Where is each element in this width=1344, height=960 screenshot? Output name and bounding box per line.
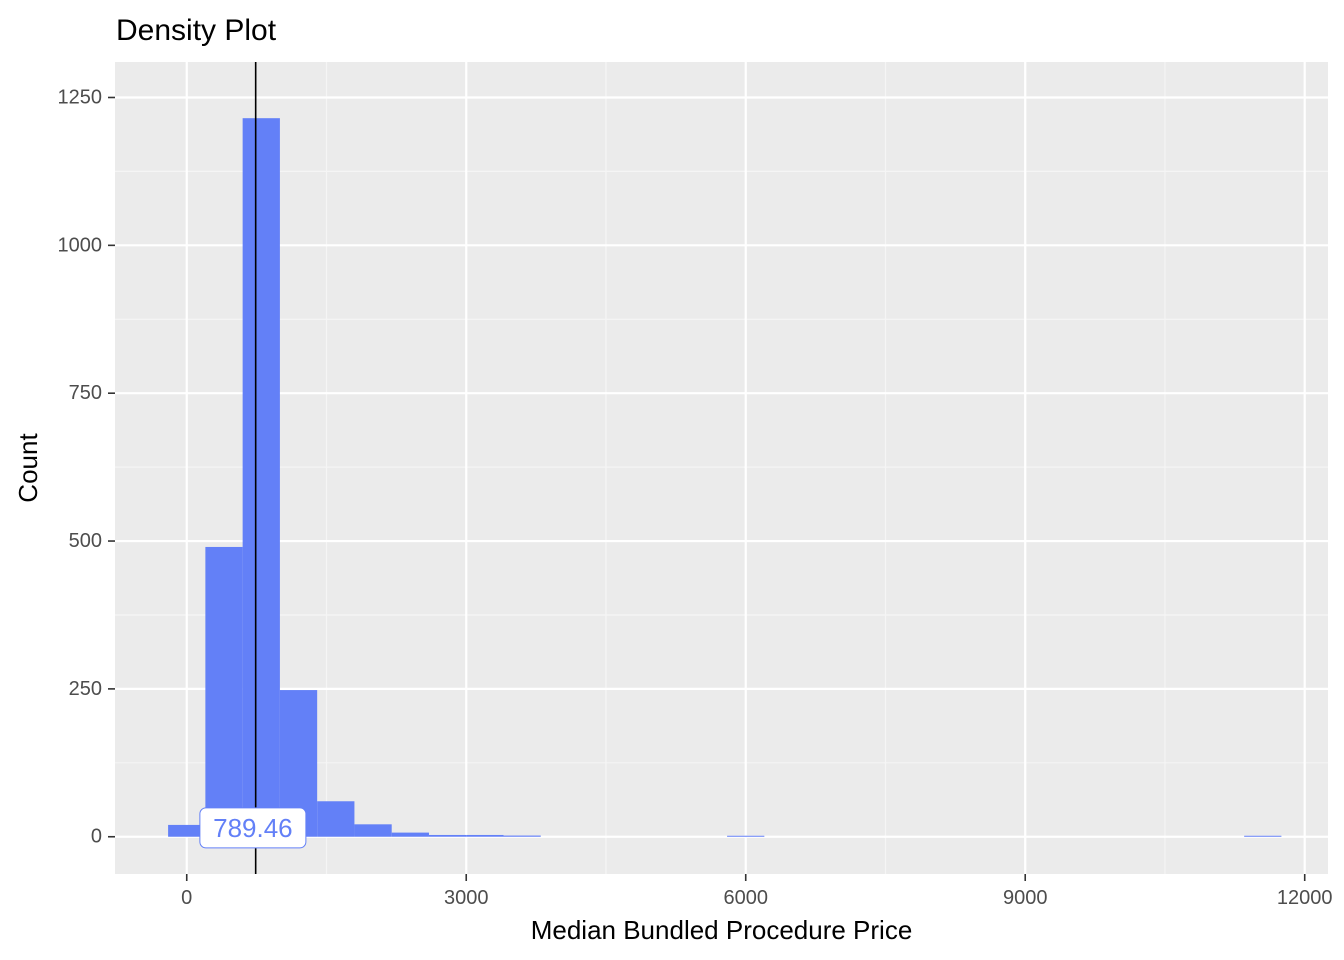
x-axis-tick-label: 0: [181, 887, 192, 909]
x-axis-tick-label: 9000: [1003, 887, 1048, 909]
x-axis-ticks: 0 3000 6000 9000 12000: [181, 874, 1333, 909]
histogram-bar: [466, 834, 504, 837]
y-axis-title: Count: [13, 433, 43, 503]
x-axis-tick-label: 12000: [1277, 887, 1333, 909]
x-axis-title: Median Bundled Procedure Price: [531, 915, 913, 945]
histogram-bar: [391, 832, 429, 837]
annotation-label: 789.46: [199, 807, 307, 849]
y-axis-tick-label: 0: [91, 826, 102, 848]
y-axis-tick-label: 1000: [58, 234, 103, 256]
y-axis-tick-label: 1250: [58, 86, 103, 108]
y-axis-tick-label: 500: [69, 530, 102, 552]
histogram-bar: [1244, 835, 1282, 837]
histogram-bar: [168, 824, 206, 837]
annotation-box: [199, 807, 307, 849]
x-axis-tick-label: 3000: [444, 887, 489, 909]
annotation-value-text: 789.46: [213, 813, 293, 843]
histogram-bar: [242, 118, 280, 837]
minor-grid-lines: [115, 62, 1328, 874]
x-axis-tick-label: 6000: [723, 887, 768, 909]
y-axis-ticks: 0 250 500 750 1000 1250: [58, 86, 115, 848]
histogram-bar: [428, 834, 467, 837]
histogram-bar: [317, 801, 355, 837]
y-axis-tick-label: 250: [69, 678, 102, 700]
histogram-bar: [503, 835, 541, 837]
histogram-bar: [354, 824, 392, 837]
chart-title: Density Plot: [116, 14, 277, 47]
histogram-bar: [205, 546, 243, 837]
y-axis-tick-label: 750: [69, 382, 102, 404]
histogram-bar: [727, 835, 765, 837]
major-grid-lines: [115, 62, 1328, 874]
